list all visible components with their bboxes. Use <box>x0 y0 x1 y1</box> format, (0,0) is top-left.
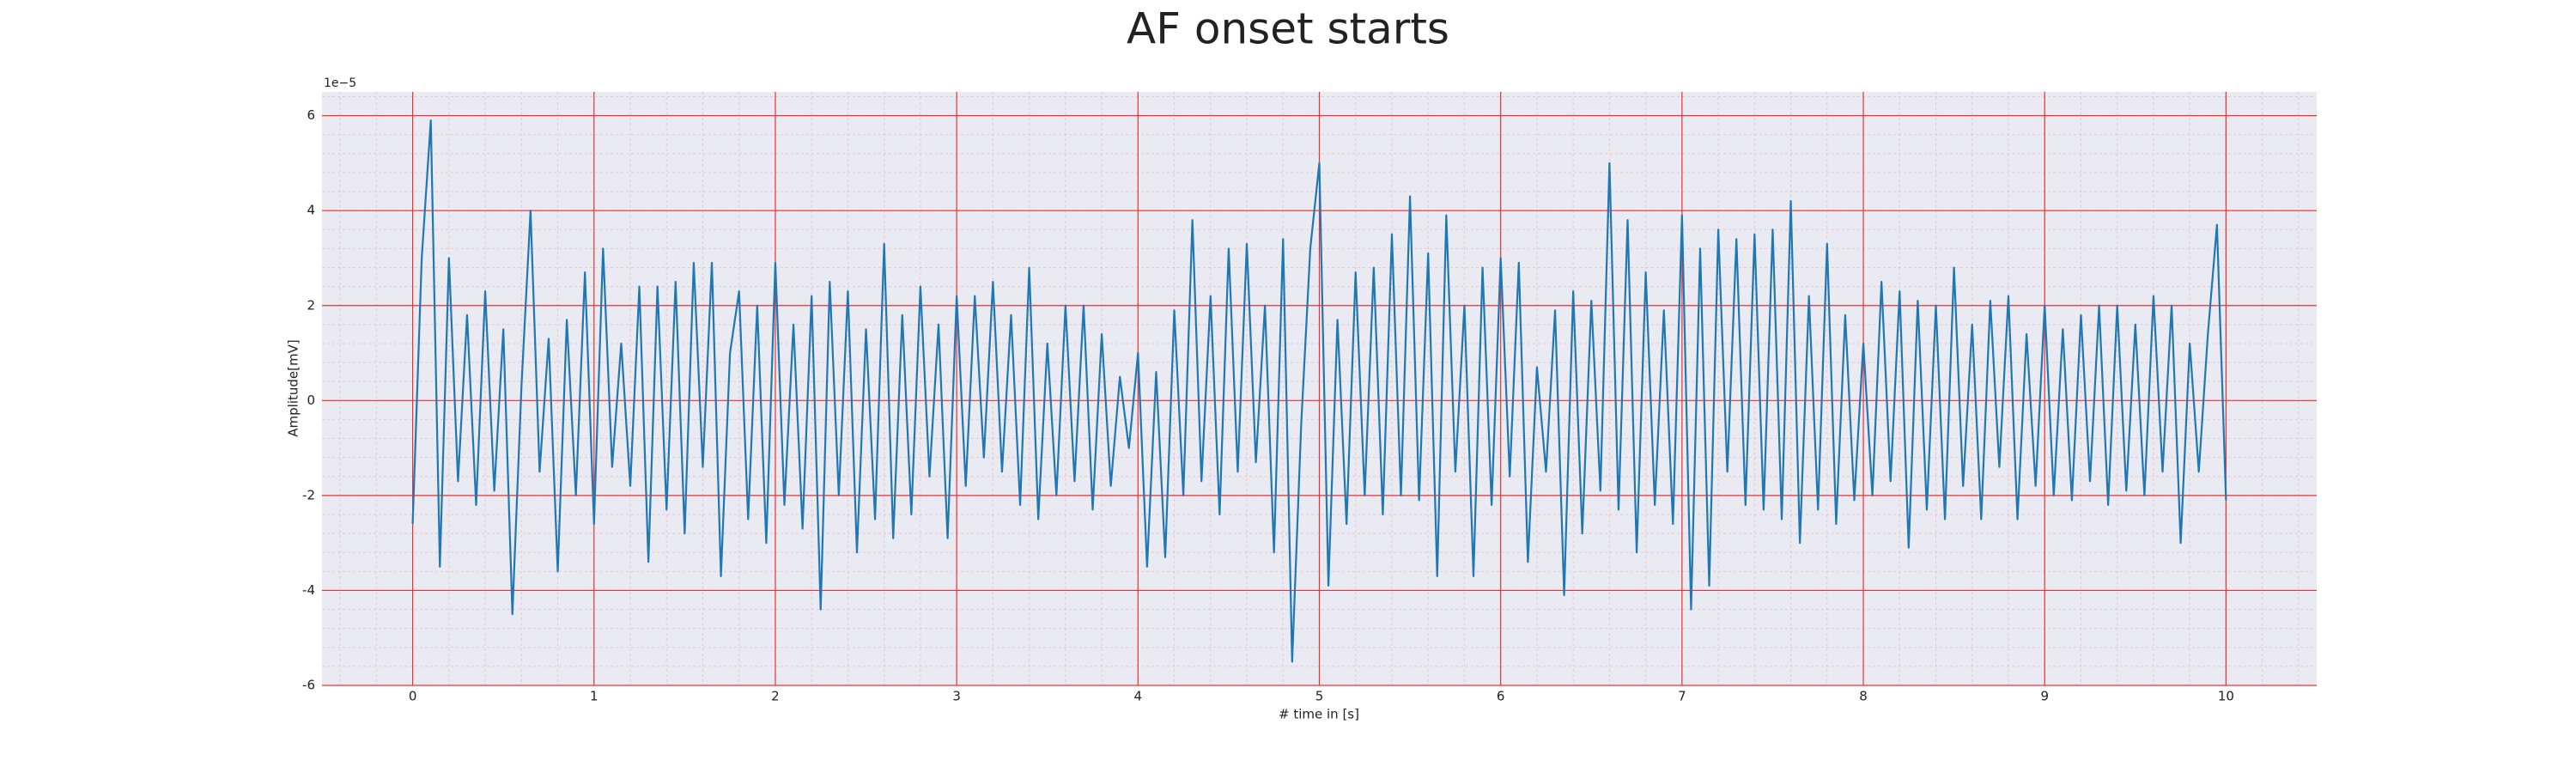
y-tick-label: 4 <box>307 203 315 218</box>
y-tick-label: -6 <box>302 678 315 693</box>
y-tick-label: 2 <box>307 297 315 313</box>
x-tick-label: 2 <box>771 689 780 704</box>
data-line <box>411 119 2227 663</box>
x-tick-label: 4 <box>1134 689 1143 704</box>
x-tick-label: 0 <box>409 689 417 704</box>
y-offset-label: 1e−5 <box>324 76 356 90</box>
x-tick-label: 1 <box>590 689 598 704</box>
x-tick-label: 3 <box>952 689 961 704</box>
marks <box>411 119 2227 663</box>
x-tick-label: 7 <box>1678 689 1686 704</box>
x-tick-label: 5 <box>1315 689 1324 704</box>
y-axis-label: Amplitude[mV] <box>286 339 301 436</box>
x-axis-label: # time in [s] <box>1279 707 1359 722</box>
x-tick-label: 10 <box>2218 689 2234 704</box>
y-tick-label: 0 <box>307 393 315 408</box>
x-tick-label: 9 <box>2040 689 2049 704</box>
y-tick-label: -4 <box>302 582 315 598</box>
x-tick-label: 8 <box>1859 689 1868 704</box>
x-tick-label: 6 <box>1497 689 1505 704</box>
chart-title: AF onset starts <box>1127 4 1449 54</box>
grid <box>322 92 2317 686</box>
y-tick-label: -2 <box>302 487 315 502</box>
y-tick-label: 6 <box>307 107 315 123</box>
